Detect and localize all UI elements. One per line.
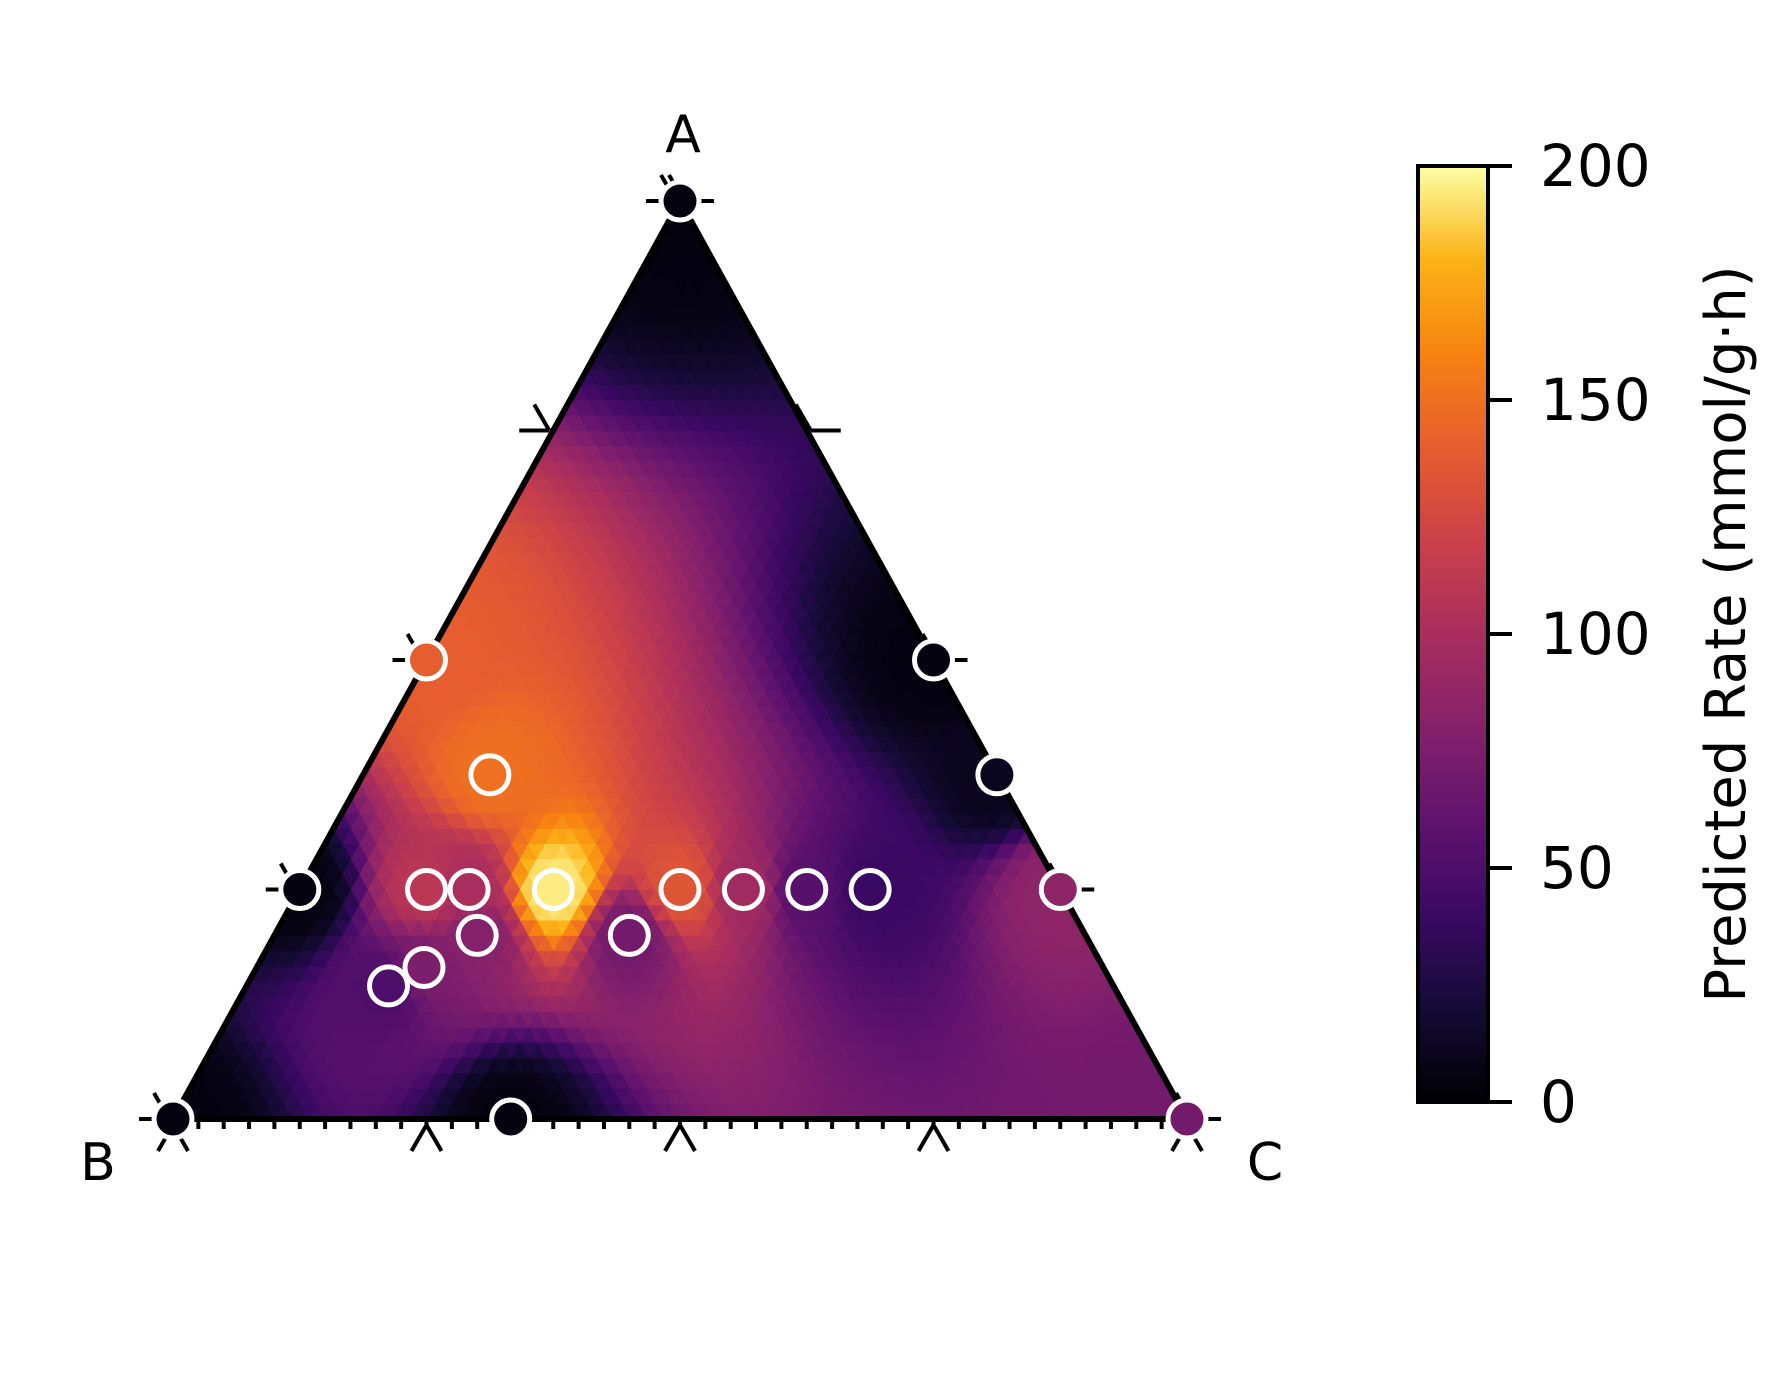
data-point <box>721 868 765 911</box>
corner-label-a: A <box>665 105 701 165</box>
data-point <box>278 868 322 911</box>
tick-left <box>532 403 551 432</box>
data-point <box>447 868 491 911</box>
colorbar: 0 50 100 150 200 Predicted Rate (mmol/g·h) <box>1416 132 1759 1136</box>
tick-bottom <box>916 1123 936 1152</box>
data-point <box>785 868 829 911</box>
colorbar-label: Predicted Rate (mmol/g·h) <box>1694 265 1759 1002</box>
data-point <box>912 638 955 682</box>
data-point <box>607 913 651 957</box>
colorbar-tick-label: 100 <box>1540 600 1651 668</box>
data-point <box>658 868 702 911</box>
data-point <box>848 868 892 911</box>
data-point <box>455 913 499 957</box>
tick-bottom <box>663 1123 682 1152</box>
tick-bottom <box>931 1123 951 1152</box>
tick-bottom <box>409 1123 429 1152</box>
colorbar-gradient <box>1416 164 1490 1104</box>
data-point <box>975 753 1019 797</box>
data-points <box>151 179 1209 1141</box>
tick-right <box>794 403 813 432</box>
data-point <box>405 868 448 911</box>
heatmap-cells <box>173 201 1187 1119</box>
corner-label-c: C <box>1247 1133 1283 1193</box>
data-point <box>367 964 410 1008</box>
data-point <box>405 638 448 682</box>
data-point <box>489 1097 533 1141</box>
data-point <box>402 946 446 989</box>
colorbar-tick-label: 0 <box>1540 1068 1577 1136</box>
colorbar-tick-label: 150 <box>1540 366 1651 434</box>
colorbar-tick-label: 50 <box>1540 834 1614 902</box>
corner-label-b: B <box>80 1133 116 1193</box>
data-point <box>1038 868 1082 911</box>
tick-bottom <box>424 1123 444 1152</box>
data-point <box>468 753 512 797</box>
data-point <box>658 179 702 223</box>
data-point <box>151 1097 195 1141</box>
colorbar-tick-label: 200 <box>1540 132 1651 200</box>
data-point <box>1165 1097 1209 1141</box>
data-point <box>531 868 575 911</box>
tick-bottom <box>678 1123 697 1152</box>
colorbar-ticks: 0 50 100 150 200 <box>1488 132 1651 1136</box>
